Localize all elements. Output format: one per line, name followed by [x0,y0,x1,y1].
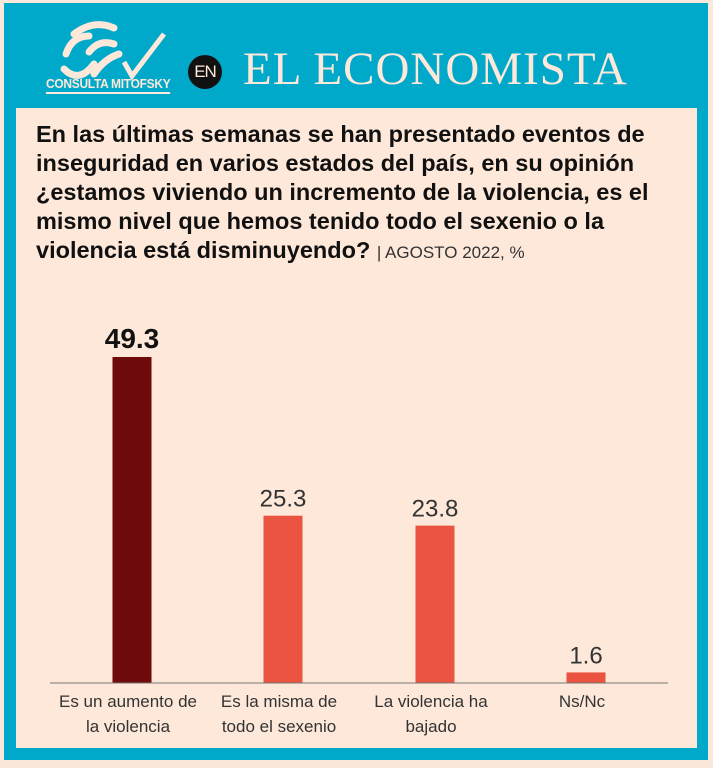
data-label: 23.8 [412,496,459,523]
tick-label: bajado [405,717,456,736]
en-badge: EN [188,55,222,89]
bar [112,357,152,683]
data-label: 49.3 [105,323,160,354]
bar [415,525,455,683]
question-text: En las últimas semanas se han presentado… [36,121,649,263]
data-label: 25.3 [260,486,307,513]
tick-label: Es la misma de [221,692,337,711]
tick-label: Ns/Nc [559,692,606,711]
data-label: 1.6 [569,642,602,669]
tick-label: Es un aumento de [59,692,197,711]
tick-label: La violencia ha [374,692,488,711]
bar [566,672,606,683]
tick-label: la violencia [86,717,171,736]
subtitle: | AGOSTO 2022, % [376,243,525,262]
brand-title: EL ECONOMISTA [243,43,628,95]
mitofsky-logo-icon [60,21,166,81]
logo-text: CONSULTA MITOFSKY [46,76,171,94]
chart-title: En las últimas semanas se han presentado… [36,120,686,267]
bar [263,515,303,683]
tick-label: todo el sexenio [222,717,336,736]
